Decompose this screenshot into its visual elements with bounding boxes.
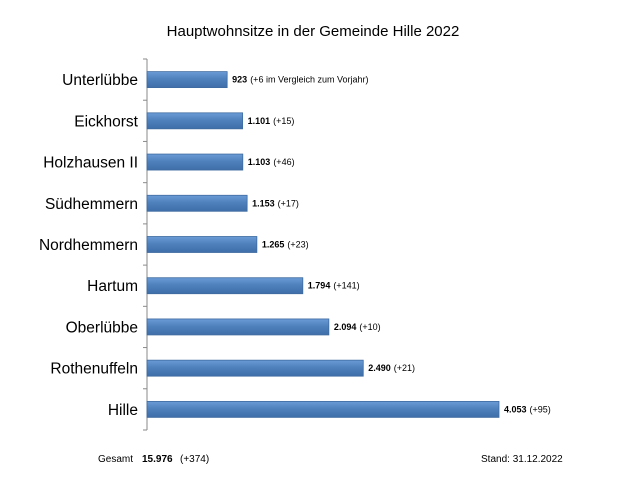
value-number: 1.265 (262, 240, 285, 250)
category-label: Hartum (87, 278, 138, 295)
value-change: (+10) (359, 322, 380, 332)
value-change: (+6 im Vergleich zum Vorjahr) (250, 75, 368, 85)
value-label: 923 (+6 im Vergleich zum Vorjahr) (232, 75, 368, 85)
value-label: 1.101 (+15) (248, 116, 295, 126)
chart-title: Hauptwohnsitze in der Gemeinde Hille 202… (167, 23, 460, 40)
value-label: 1.794 (+141) (308, 281, 360, 291)
value-change: (+17) (278, 198, 299, 208)
value-number: 923 (232, 75, 247, 85)
total-label: Gesamt (98, 454, 133, 465)
total-change: (+374) (180, 454, 209, 465)
bar (146, 277, 304, 295)
bar (146, 153, 244, 171)
footer: Gesamt 15.976 (+374) Stand: 31.12.2022 (98, 454, 563, 465)
bar (146, 318, 330, 336)
value-number: 2.094 (334, 322, 357, 332)
bar (146, 71, 228, 89)
value-label: 4.053 (+95) (504, 404, 551, 414)
value-number: 1.153 (252, 198, 275, 208)
value-change: (+21) (394, 363, 415, 373)
category-label: Nordhemmern (39, 237, 138, 254)
value-change: (+95) (530, 404, 551, 414)
value-change: (+141) (333, 281, 359, 291)
value-number: 2.490 (368, 363, 391, 373)
value-number: 1.103 (248, 157, 271, 167)
category-label: Rothenuffeln (50, 361, 138, 378)
value-label: 2.490 (+21) (368, 363, 415, 373)
value-change: (+15) (273, 116, 294, 126)
bar (146, 112, 244, 130)
category-label: Holzhausen II (43, 155, 138, 172)
value-label: 1.265 (+23) (262, 240, 309, 250)
value-number: 4.053 (504, 404, 527, 414)
bar (146, 236, 258, 253)
category-label: Eickhorst (74, 113, 138, 130)
value-change: (+23) (287, 240, 308, 250)
stand-date: Stand: 31.12.2022 (481, 454, 563, 465)
bar (146, 194, 248, 212)
value-number: 1.101 (248, 116, 271, 126)
value-label: 1.153 (+17) (252, 198, 299, 208)
category-label: Unterlübbe (62, 72, 138, 89)
category-label: Südhemmern (45, 196, 138, 213)
bar (146, 400, 500, 418)
bar-group: Unterlübbe 923 (+6 im Vergleich zum Vorjah… (39, 58, 551, 431)
value-label: 1.103 (+46) (248, 157, 295, 167)
bar (146, 359, 364, 377)
category-label: Oberlübbe (66, 319, 138, 336)
value-number: 1.794 (308, 281, 331, 291)
total-value: 15.976 (142, 454, 173, 465)
category-label: Hille (108, 402, 138, 419)
value-label: 2.094 (+10) (334, 322, 381, 332)
value-change: (+46) (273, 157, 294, 167)
